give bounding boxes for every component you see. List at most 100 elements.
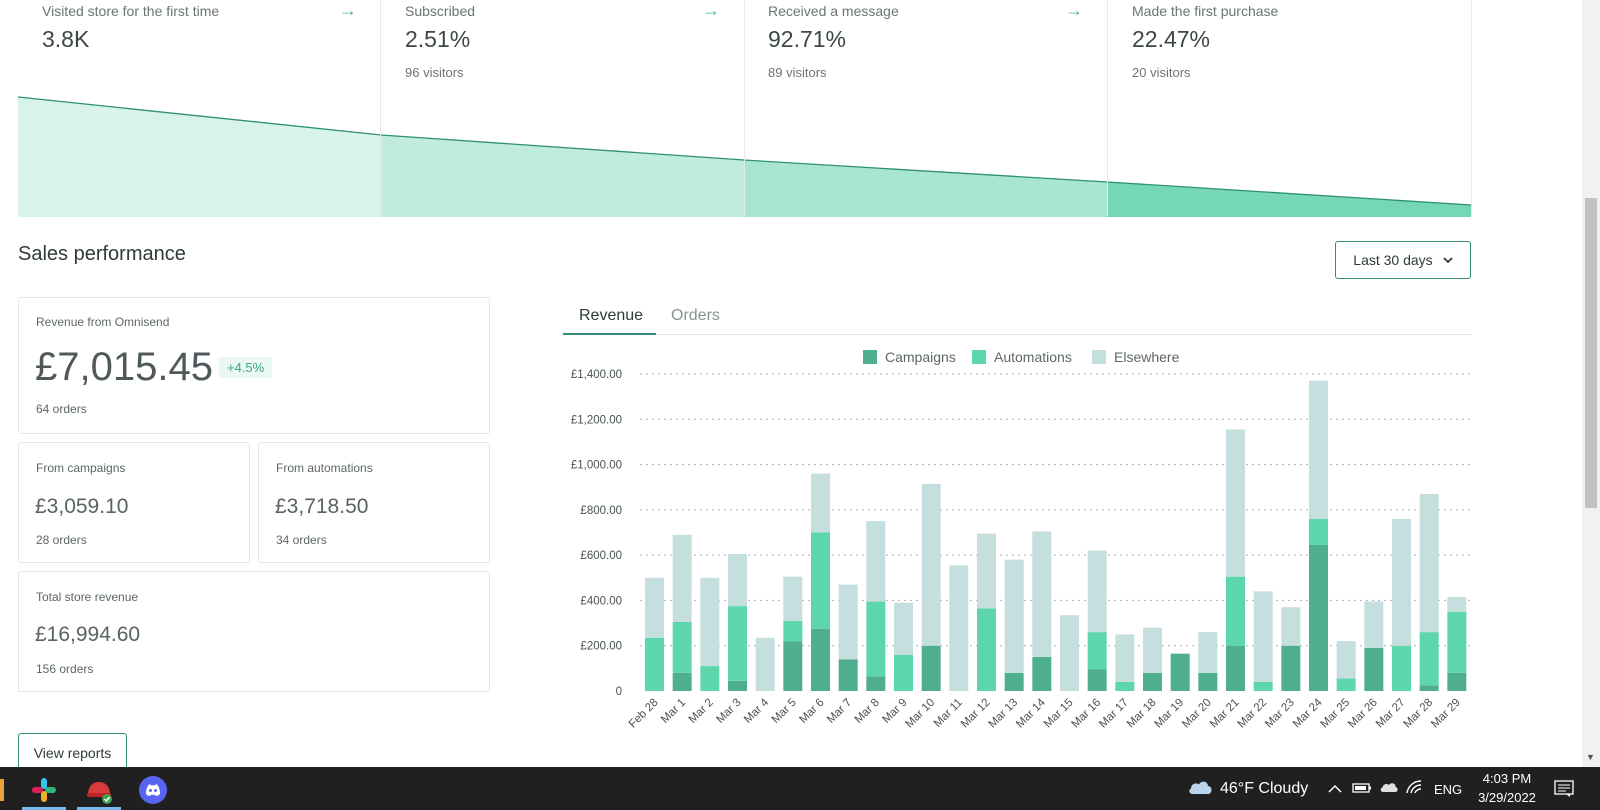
bar-campaigns[interactable] [672,672,692,691]
bar-elsewhere[interactable] [1143,627,1162,673]
bar-elsewhere[interactable] [1364,601,1384,648]
bar-campaigns[interactable] [1281,645,1301,691]
bar-elsewhere[interactable] [1281,607,1301,646]
bar-elsewhere[interactable] [728,554,747,607]
language-indicator[interactable]: ENG [1434,782,1463,797]
bar-automations[interactable] [1087,632,1107,670]
bar-elsewhere[interactable] [921,483,941,646]
bar-campaigns[interactable] [921,645,941,691]
bar-campaigns[interactable] [1226,645,1245,691]
bar-elsewhere[interactable] [1115,634,1135,682]
funnel-step-value: 22.47% [1132,26,1211,52]
bar-automations[interactable] [1115,681,1135,691]
wifi-icon[interactable] [1405,779,1423,800]
bar-automations[interactable] [645,637,664,691]
bar-elsewhere[interactable] [1032,531,1052,658]
bar-campaigns[interactable] [1170,653,1190,691]
bar-elsewhere[interactable] [838,584,858,660]
arrow-right-icon[interactable]: → [1065,0,1083,20]
bar-elsewhere[interactable] [1392,518,1411,646]
clock-date[interactable]: 3/29/2022 [1478,790,1536,805]
bar-campaigns[interactable] [811,628,830,691]
bar-elsewhere[interactable] [1253,591,1273,682]
arrow-right-icon[interactable]: → [702,0,720,20]
onedrive-icon[interactable] [1379,780,1399,799]
date-range-dropdown[interactable]: Last 30 days [1335,241,1471,279]
bar-elsewhere[interactable] [700,577,720,667]
bar-elsewhere[interactable] [1060,615,1079,691]
battery-icon[interactable] [1352,781,1372,799]
bar-elsewhere[interactable] [977,533,996,609]
scroll-down-arrow-icon[interactable]: ▼ [1586,752,1595,762]
x-tick-label: Mar 5 [770,697,799,726]
bar-automations[interactable] [672,621,692,673]
clock-time[interactable]: 4:03 PM [1482,771,1532,786]
weather-text[interactable]: 46°F Cloudy [1220,780,1309,797]
bar-automations[interactable] [1336,678,1356,691]
bar-automations[interactable] [894,654,913,691]
bar-automations[interactable] [1447,611,1467,673]
funnel-step-subscribed[interactable]: Subscribed 2.51% 96 visitors → [381,0,744,100]
discord-icon[interactable] [138,775,168,805]
revenue-card: Revenue from Omnisend £7,015.45 +4.5% 64… [18,297,490,434]
bar-elsewhere[interactable] [1336,641,1356,679]
bar-campaigns[interactable] [1309,544,1328,691]
bar-campaigns[interactable] [728,680,747,691]
view-reports-button[interactable]: View reports [18,733,127,773]
cloud-icon[interactable] [1187,778,1213,801]
bar-elsewhere[interactable] [783,576,803,621]
bar-campaigns[interactable] [866,676,886,691]
campaigns-card: From campaigns £3,059.10 28 orders [18,442,250,563]
bar-elsewhere[interactable] [1447,597,1467,612]
tab-orders[interactable]: Orders [671,307,720,324]
bar-elsewhere[interactable] [672,534,692,622]
funnel-step-received-message[interactable]: Received a message 92.71% 89 visitors → [744,0,1107,100]
bar-automations[interactable] [811,532,830,629]
arrow-right-icon[interactable]: → [339,0,357,20]
bar-elsewhere[interactable] [949,565,969,691]
bar-campaigns[interactable] [1419,685,1439,691]
slack-icon[interactable] [29,775,59,805]
bar-elsewhere[interactable] [755,637,775,691]
bar-automations[interactable] [1419,632,1439,686]
bar-campaigns[interactable] [1032,657,1052,691]
bar-campaigns[interactable] [783,641,803,691]
bar-campaigns[interactable] [838,659,858,691]
x-tick-label: Mar 23 [1263,697,1297,731]
bar-automations[interactable] [866,601,886,677]
bar-campaigns[interactable] [1087,669,1107,691]
bar-elsewhere[interactable] [1087,550,1107,633]
bar-elsewhere[interactable] [811,473,830,533]
red-app-icon[interactable] [84,775,114,805]
bar-campaigns[interactable] [1198,672,1218,691]
tab-revenue[interactable]: Revenue [579,307,644,324]
x-tick-label: Mar 8 [853,697,882,726]
bar-automations[interactable] [1226,576,1245,646]
funnel-step-first-purchase[interactable]: Made the first purchase 22.47% 20 visito… [1108,0,1471,100]
bar-elsewhere[interactable] [1004,559,1024,673]
scrollbar-thumb[interactable] [1585,198,1597,508]
bar-automations[interactable] [783,620,803,642]
bar-elsewhere[interactable] [866,521,886,602]
bar-elsewhere[interactable] [1198,632,1218,673]
x-tick-label: Feb 28 [627,697,661,731]
bar-elsewhere[interactable] [1226,429,1245,577]
taskbar-edge-app-icon[interactable] [0,779,4,801]
bar-campaigns[interactable] [1447,672,1467,691]
funnel-step-visited[interactable]: Visited store for the first time 3.8K → [18,0,381,100]
bar-campaigns[interactable] [1004,672,1024,691]
bar-elsewhere[interactable] [1309,380,1328,519]
bar-automations[interactable] [1309,518,1328,545]
bar-automations[interactable] [977,608,996,691]
bar-campaigns[interactable] [1364,647,1384,691]
bar-elsewhere[interactable] [894,602,913,655]
notifications-icon[interactable] [1554,780,1574,803]
bar-automations[interactable] [1253,681,1273,691]
bar-campaigns[interactable] [1143,672,1162,691]
bar-automations[interactable] [728,606,747,681]
bar-automations[interactable] [700,666,720,691]
bar-elsewhere[interactable] [645,577,664,638]
chevron-up-icon[interactable] [1328,781,1342,799]
bar-elsewhere[interactable] [1419,494,1439,633]
bar-automations[interactable] [1392,645,1411,691]
